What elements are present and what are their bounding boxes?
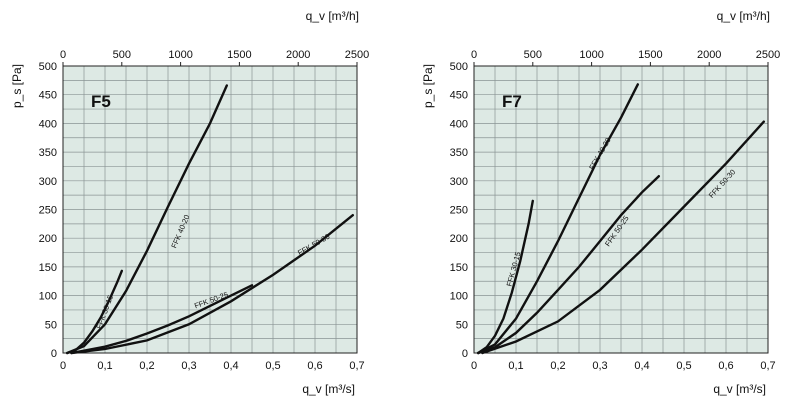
top-x-tick-label: 1500 — [638, 49, 662, 61]
series-line-ffk-40-20 — [66, 84, 228, 355]
chart-title: F7 — [502, 92, 522, 111]
top-x-tick-label: 2000 — [286, 49, 310, 61]
x-tick-label: 0,7 — [349, 360, 364, 372]
y-tick-label: 400 — [450, 118, 468, 130]
x-tick-label: 0,5 — [265, 360, 280, 372]
y-tick-label: 350 — [450, 147, 468, 159]
series-line-ffk-50-25 — [70, 284, 254, 355]
y-tick-label: 0 — [51, 348, 57, 360]
top-x-tick-label: 1000 — [579, 49, 603, 61]
top-x-axis-label: q_v [m³/h] — [717, 9, 770, 23]
y-tick-label: 300 — [450, 176, 468, 188]
chart-title: F5 — [91, 92, 111, 111]
x-tick-label: 0,1 — [508, 360, 523, 372]
y-tick-label: 200 — [450, 233, 468, 245]
series-line-ffk-30-15 — [477, 199, 534, 355]
x-axis-label: q_v [m³/s] — [713, 382, 766, 396]
y-tick-label: 100 — [39, 291, 57, 303]
x-tick-label: 0,1 — [97, 360, 112, 372]
x-tick-label: 0,4 — [223, 360, 238, 372]
y-tick-label: 250 — [450, 205, 468, 217]
y-tick-label: 150 — [39, 262, 57, 274]
y-tick-label: 450 — [450, 90, 468, 102]
y-tick-label: 300 — [39, 176, 57, 188]
y-tick-label: 250 — [39, 205, 57, 217]
series-line-ffk-40-20 — [477, 83, 639, 355]
y-tick-label: 50 — [45, 319, 57, 331]
x-tick-label: 0,3 — [181, 360, 196, 372]
x-tick-label: 0,7 — [760, 360, 775, 372]
x-tick-label: 0,3 — [592, 360, 607, 372]
x-tick-label: 0 — [471, 360, 477, 372]
top-x-tick-label: 2500 — [756, 49, 780, 61]
x-tick-label: 0,2 — [550, 360, 565, 372]
y-tick-label: 500 — [450, 61, 468, 73]
top-x-tick-label: 0 — [471, 49, 477, 61]
x-tick-label: 0,6 — [718, 360, 733, 372]
x-axis-label: q_v [m³/s] — [302, 382, 355, 396]
x-tick-label: 0 — [60, 360, 66, 372]
y-tick-label: 200 — [39, 233, 57, 245]
y-axis-label: p_s [Pa] — [10, 64, 24, 108]
plot-frame — [473, 65, 769, 354]
y-tick-label: 450 — [39, 90, 57, 102]
series-line-ffk-50-30 — [481, 120, 765, 355]
top-x-tick-label: 2500 — [345, 49, 369, 61]
top-x-tick-label: 0 — [60, 49, 66, 61]
top-x-tick-label: 1000 — [168, 49, 192, 61]
y-tick-label: 350 — [39, 147, 57, 159]
top-x-tick-label: 2000 — [697, 49, 721, 61]
y-tick-label: 400 — [39, 118, 57, 130]
y-tick-label: 100 — [450, 291, 468, 303]
plot-frame — [62, 65, 358, 354]
x-tick-label: 0,4 — [634, 360, 649, 372]
y-tick-label: 0 — [462, 348, 468, 360]
y-tick-label: 150 — [450, 262, 468, 274]
top-x-tick-label: 500 — [113, 49, 131, 61]
x-tick-label: 0,6 — [307, 360, 322, 372]
x-tick-label: 0,5 — [676, 360, 691, 372]
y-axis-label: p_s [Pa] — [421, 64, 435, 108]
series-line-ffk-50-30 — [70, 214, 354, 355]
series-line-ffk-50-25 — [477, 175, 660, 355]
y-tick-label: 500 — [39, 61, 57, 73]
y-tick-label: 50 — [456, 319, 468, 331]
top-x-axis-label: q_v [m³/h] — [306, 9, 359, 23]
top-x-tick-label: 500 — [524, 49, 542, 61]
top-x-tick-label: 1500 — [227, 49, 251, 61]
x-tick-label: 0,2 — [139, 360, 154, 372]
